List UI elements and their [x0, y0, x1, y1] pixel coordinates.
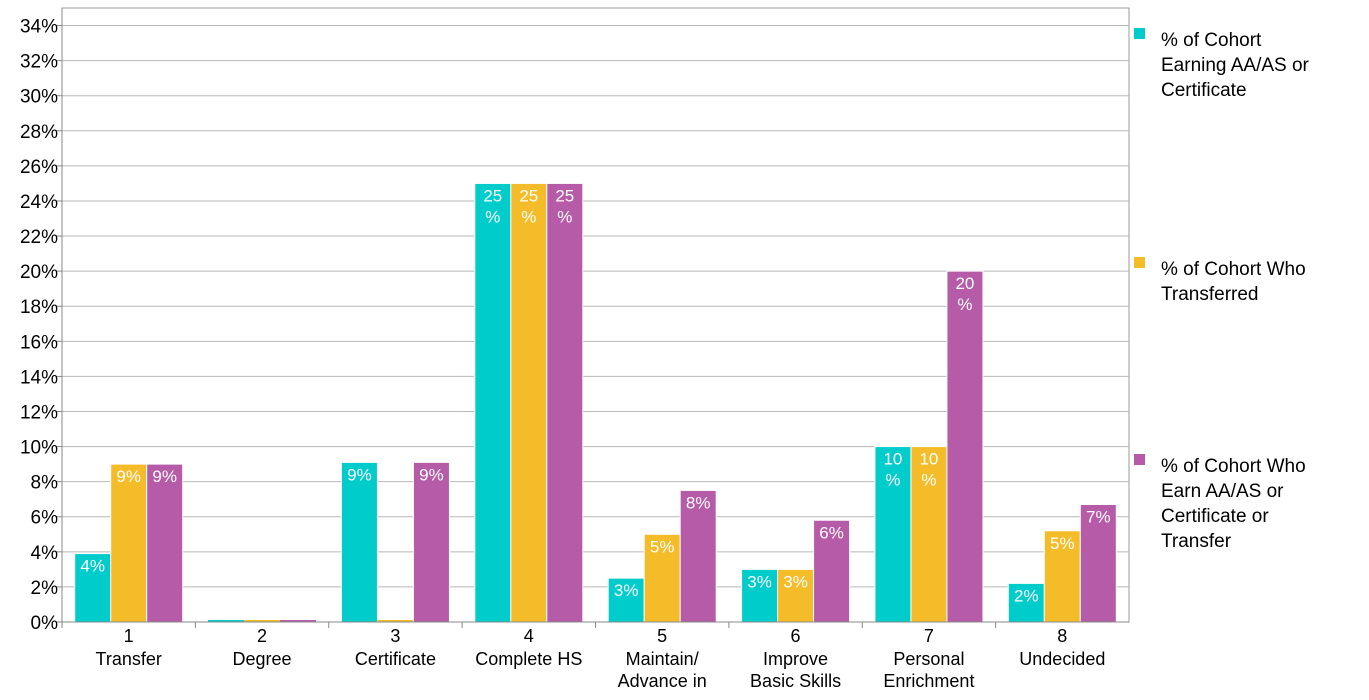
y-tick-label: 30%: [20, 87, 58, 108]
x-tick-label: Undecided: [1019, 649, 1105, 669]
data-label: 3%: [747, 572, 772, 591]
data-label: 9%: [116, 467, 141, 486]
bar: [510, 182, 548, 623]
x-tick-label: Basic Skills: [750, 671, 841, 691]
bar: [1043, 530, 1081, 623]
bar: [474, 182, 512, 623]
data-label: 10: [919, 450, 938, 469]
y-tick-label: 8%: [31, 473, 59, 494]
data-label: %: [557, 207, 572, 226]
y-tick-label: 0%: [31, 613, 59, 634]
x-tick-label: Transfer: [96, 649, 162, 669]
x-tick-label: Complete HS: [475, 649, 582, 669]
y-tick-label: 32%: [20, 52, 58, 73]
bar: [679, 489, 717, 623]
data-label: 6%: [819, 523, 844, 542]
data-label: 4%: [80, 557, 105, 576]
data-label: 25: [519, 186, 538, 205]
legend-label: Certificate: [1161, 80, 1247, 101]
bar: [813, 519, 851, 623]
y-tick-label: 10%: [20, 438, 58, 459]
bar: [110, 463, 148, 623]
data-label: 8%: [686, 493, 711, 512]
data-label: 5%: [650, 537, 675, 556]
x-tick-label: Enrichment: [883, 671, 974, 691]
y-tick-label: 28%: [20, 122, 58, 143]
data-label: 9%: [152, 467, 177, 486]
legend-swatch: [1134, 454, 1145, 465]
labels: 0%2%4%6%8%10%12%14%16%18%20%22%24%26%28%…: [20, 17, 1111, 691]
y-tick-label: 34%: [20, 17, 58, 38]
legend-label: Earn AA/AS or: [1161, 481, 1284, 502]
y-tick-label: 6%: [31, 508, 59, 529]
x-tick-label: Advance in: [618, 671, 707, 691]
x-tick-label: 2: [257, 626, 267, 646]
x-tick-label: 4: [524, 626, 534, 646]
bar: [741, 568, 779, 623]
data-label: %: [921, 471, 936, 490]
legend-label: Earning AA/AS or: [1161, 55, 1310, 76]
legend-label: Transferred: [1161, 284, 1259, 305]
y-tick-label: 12%: [20, 402, 58, 423]
axes: [56, 8, 1129, 628]
y-tick-label: 22%: [20, 227, 58, 248]
data-label: 9%: [419, 465, 444, 484]
bar: [340, 461, 378, 623]
data-label: 3%: [783, 572, 808, 591]
bars: [74, 182, 1117, 623]
bar: [546, 182, 584, 623]
y-tick-label: 4%: [31, 543, 59, 564]
legend-label: % of Cohort Who: [1161, 259, 1306, 280]
x-tick-label: Certificate: [355, 649, 436, 669]
x-tick-label: 8: [1057, 626, 1067, 646]
legend-label: % of Cohort: [1161, 30, 1262, 51]
data-label: %: [485, 207, 500, 226]
bar: [946, 270, 984, 623]
x-tick-label: 1: [124, 626, 134, 646]
x-tick-label: Degree: [233, 649, 292, 669]
legend-swatch: [1134, 28, 1145, 39]
data-label: %: [885, 471, 900, 490]
y-tick-label: 20%: [20, 262, 58, 283]
x-tick-label: Personal: [893, 649, 964, 669]
data-label: 5%: [1050, 534, 1075, 553]
x-tick-label: 7: [924, 626, 934, 646]
data-label: 3%: [614, 581, 639, 600]
bar: [412, 461, 450, 623]
y-tick-label: 2%: [31, 578, 59, 599]
data-label: 25: [483, 186, 502, 205]
legend-swatch: [1134, 257, 1145, 268]
bar: [643, 533, 681, 623]
data-label: 7%: [1086, 507, 1111, 526]
legend: % of Cohort Earning AA/AS or Certificate % …: [1134, 28, 1310, 552]
y-tick-label: 14%: [20, 367, 58, 388]
legend-label: Transfer: [1161, 531, 1232, 552]
data-label: %: [957, 295, 972, 314]
legend-label: % of Cohort Who: [1161, 456, 1306, 477]
x-tick-label: 6: [791, 626, 801, 646]
data-label: 25: [555, 186, 574, 205]
y-tick-label: 24%: [20, 192, 58, 213]
y-tick-label: 18%: [20, 297, 58, 318]
bar: [146, 463, 184, 623]
bar: [910, 446, 948, 623]
y-tick-label: 16%: [20, 332, 58, 353]
legend-label: Certificate or: [1161, 506, 1269, 527]
data-label: 20: [955, 274, 974, 293]
x-tick-label: Improve: [763, 649, 828, 669]
data-label: 9%: [347, 465, 372, 484]
bar: [1079, 503, 1117, 623]
x-tick-label: Maintain/: [626, 649, 699, 669]
y-tick-label: 26%: [20, 157, 58, 178]
data-label: %: [521, 207, 536, 226]
x-tick-label: 3: [390, 626, 400, 646]
data-label: 10: [883, 450, 902, 469]
data-label: 2%: [1014, 586, 1039, 605]
x-tick-label: 5: [657, 626, 667, 646]
